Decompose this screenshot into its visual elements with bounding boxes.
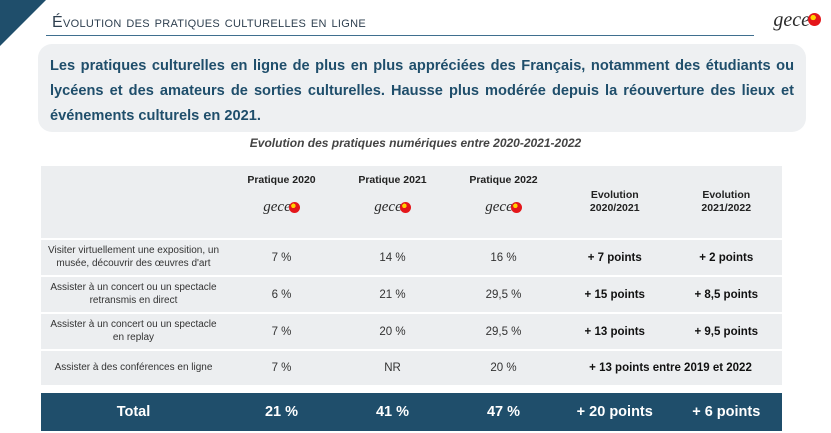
row-label: Assister à un concert ou un spectacle re…: [50, 282, 217, 306]
cell-2022: 29,5 %: [485, 325, 522, 338]
title-bar: Évolution des pratiques culturelles en l…: [46, 6, 754, 36]
cell-2022: 20 %: [490, 362, 517, 374]
cell-evo2: + 9,5 points: [694, 325, 759, 338]
header-2021: Pratique 2021 gece: [337, 166, 448, 238]
total-label: Total: [116, 404, 151, 420]
header-2020: Pratique 2020 gece: [226, 166, 337, 238]
cell-2020: 7 %: [271, 251, 292, 264]
gece-logo-small: gece: [263, 200, 300, 215]
row-label: Assister à un concert ou un spectacle en…: [50, 319, 217, 343]
table-row: Assister à des conférences en ligne 7 % …: [41, 351, 782, 387]
cell-evo2: + 8,5 points: [694, 288, 759, 301]
header-evo-2020-2021: Evolution 2020/2021: [589, 189, 640, 214]
total-2020: 21 %: [264, 404, 299, 420]
cell-2020: 7 %: [271, 325, 292, 338]
cell-evo1: + 15 points: [584, 288, 645, 301]
gece-logo: gece: [773, 10, 821, 30]
table-title: Evolution des pratiques numériques entre…: [249, 136, 582, 150]
total-evo2: + 6 points: [692, 404, 761, 420]
page-title: Évolution des pratiques culturelles en l…: [52, 14, 367, 31]
cell-2020: 7 %: [271, 362, 292, 374]
cell-2022: 16 %: [490, 251, 517, 264]
row-label: Assister à des conférences en ligne: [54, 361, 213, 373]
logo-dot-icon: [288, 202, 300, 213]
header-evo-2021-2022: Evolution 2021/2022: [701, 189, 752, 214]
header-2020-label: Pratique 2020: [247, 174, 316, 186]
cell-2021: 20 %: [379, 325, 406, 338]
table-header: Pratique 2020 gece Pratique 2021 gece Pr…: [41, 166, 782, 238]
corner-accent: [0, 0, 46, 46]
logo-text: gece: [773, 9, 810, 31]
logo-dot-icon: [399, 202, 411, 213]
table-row: Visiter virtuellement une exposition, un…: [41, 240, 782, 277]
header-2021-label: Pratique 2021: [358, 174, 427, 186]
cell-evo-merged: + 13 points entre 2019 et 2022: [589, 362, 752, 374]
practices-table: Pratique 2020 gece Pratique 2021 gece Pr…: [41, 166, 782, 431]
cell-2021: NR: [384, 362, 401, 374]
header-empty-cell: [41, 166, 226, 238]
header-2022: Pratique 2022 gece: [448, 166, 559, 238]
table-row: Assister à un concert ou un spectacle en…: [41, 314, 782, 351]
cell-2021: 21 %: [379, 288, 406, 301]
total-row: Total 21 % 41 % 47 % + 20 points + 6 poi…: [41, 393, 782, 431]
cell-evo1: + 7 points: [587, 251, 642, 264]
table-row: Assister à un concert ou un spectacle re…: [41, 277, 782, 314]
summary-text: Les pratiques culturelles en ligne de pl…: [50, 58, 794, 124]
gece-logo-small: gece: [485, 200, 522, 215]
header-2022-label: Pratique 2022: [469, 174, 538, 186]
cell-evo2: + 2 points: [699, 251, 754, 264]
row-label: Visiter virtuellement une exposition, un…: [47, 245, 220, 269]
gece-logo-small: gece: [374, 200, 411, 215]
cell-evo1: + 13 points: [584, 325, 645, 338]
summary-box: Les pratiques culturelles en ligne de pl…: [38, 44, 806, 132]
total-evo1: + 20 points: [576, 404, 653, 420]
cell-2021: 14 %: [379, 251, 406, 264]
cell-2020: 6 %: [271, 288, 292, 301]
logo-dot-icon: [510, 202, 522, 213]
total-2021: 41 %: [375, 404, 410, 420]
total-2022: 47 %: [486, 404, 521, 420]
logo-dot-icon: [808, 13, 821, 26]
cell-2022: 29,5 %: [485, 288, 522, 301]
